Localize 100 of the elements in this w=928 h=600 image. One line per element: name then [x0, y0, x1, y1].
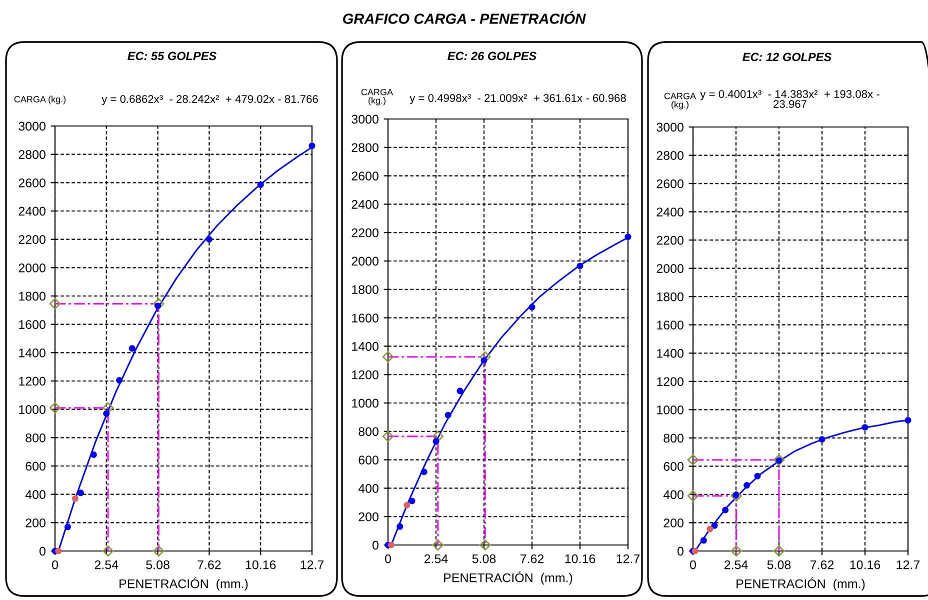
point	[700, 537, 707, 544]
point	[64, 524, 72, 530]
y-tick-label: 1200	[657, 377, 684, 386]
point	[862, 424, 868, 431]
point	[103, 410, 110, 417]
x-tick-label: 12.7	[616, 554, 640, 564]
y-tick-label: 1600	[19, 320, 46, 329]
y-tick-label: 2000	[18, 263, 46, 272]
y-tick-label: 1400	[352, 342, 378, 351]
y-tick-label: 400	[358, 484, 378, 493]
x-tick-label: 0	[690, 560, 696, 570]
point	[420, 468, 428, 476]
point	[711, 522, 718, 529]
y-tick-label: 200	[358, 512, 378, 522]
point	[77, 490, 84, 496]
y-tick-label: 0	[372, 540, 378, 550]
y-tick-label: 200	[26, 518, 46, 528]
point	[456, 388, 464, 394]
y-tick-label: 3000	[18, 122, 46, 131]
y-tick-label: 0	[40, 546, 46, 556]
y-tick-label: 1400	[19, 348, 46, 358]
y-tick-label: 800	[664, 434, 684, 443]
point	[528, 304, 536, 310]
y-axis-title: CARGA (kg.)	[361, 88, 394, 106]
point	[444, 412, 452, 418]
y-tick-label: 1000	[352, 398, 378, 408]
x-tick-label: 0	[52, 560, 58, 570]
x-tick-label: 2.54	[94, 560, 118, 570]
y-tick-label: 2800	[656, 151, 684, 160]
x-tick-label: 5.08	[146, 560, 170, 570]
point	[72, 495, 78, 502]
point	[432, 438, 440, 445]
y-tick-label: 1000	[657, 405, 684, 414]
y-tick-label: 800	[26, 433, 46, 442]
x-tick-label: 7.62	[810, 560, 834, 570]
x-tick-label: 12.7	[300, 560, 324, 570]
point	[206, 236, 212, 243]
y-tick-label: 200	[664, 518, 684, 528]
y-tick-label: 0	[678, 546, 684, 556]
y-tick-label: 2600	[352, 172, 378, 180]
y-tick-label: 2400	[656, 208, 684, 216]
y-tick-label: 600	[26, 462, 46, 471]
y-tick-label: 2400	[18, 206, 46, 216]
y-tick-label: 3000	[352, 114, 378, 124]
text: y = 0.4998x³ - 21.009x² + 361.61x - 60.968	[410, 94, 626, 104]
y-tick-label: 2000	[352, 256, 378, 266]
y-tick-label: 1800	[657, 292, 684, 302]
y-tick-label: 2600	[656, 179, 684, 188]
point	[90, 451, 97, 458]
x-tick-label: 2.54	[424, 554, 448, 564]
y-tick-label: 600	[358, 456, 378, 464]
x-axis-title: PENETRACIÓN (mm.)	[444, 571, 572, 585]
x-tick-label: 10.16	[565, 554, 596, 564]
point	[744, 482, 750, 489]
y-tick-label: 2200	[656, 236, 684, 245]
x-tick-label: 7.62	[198, 560, 221, 570]
text: y = 0.6862x³ - 28.242x² + 479.02x - 81.766	[102, 95, 318, 106]
point	[408, 498, 416, 504]
y-tick-label: 1800	[352, 285, 378, 294]
y-tick-label: 600	[664, 462, 684, 471]
y-tick-label: 2200	[352, 228, 378, 238]
point	[480, 357, 488, 364]
y-tick-label: 2600	[18, 178, 46, 188]
chart-title: EC: 26 GOLPES	[448, 52, 536, 60]
y-tick-label: 1800	[19, 292, 46, 301]
x-tick-label: 0	[385, 554, 391, 564]
y-axis-title: CARGA (kg.)	[14, 96, 66, 104]
y-tick-label: 1200	[352, 370, 378, 380]
point	[904, 417, 912, 424]
point	[257, 182, 264, 188]
x-tick-label: 5.08	[767, 560, 791, 570]
y-tick-label: 400	[663, 490, 684, 500]
text: y = 0.4001x³ - 14.383x² + 193.08x - 23.967	[700, 90, 880, 108]
y-tick-label: 1000	[19, 405, 46, 414]
point	[706, 526, 714, 532]
point	[754, 472, 761, 480]
y-tick-label: 400	[25, 490, 46, 499]
y-tick-label: 2800	[18, 150, 46, 159]
y-tick-label: 1600	[352, 314, 378, 322]
y-tick-label: 2200	[18, 235, 46, 244]
x-axis-title: PENETRACIÓN (mm.)	[736, 577, 865, 591]
point	[576, 262, 584, 270]
point	[624, 234, 632, 240]
y-tick-label: 3000	[656, 122, 684, 132]
point	[396, 523, 404, 530]
chart-title: EC: 12 GOLPES	[742, 52, 832, 62]
point	[308, 142, 316, 150]
x-tick-label: 2.54	[724, 560, 748, 570]
x-tick-label: 10.16	[246, 560, 276, 570]
x-tick-label: 10.16	[850, 560, 880, 570]
y-tick-label: 2800	[352, 143, 378, 152]
y-tick-label: 1200	[19, 376, 46, 386]
x-axis-title: PENETRACIÓN (mm.)	[120, 577, 248, 591]
y-axis-title: CARGA (kg.)	[664, 92, 696, 110]
x-tick-label: 5.08	[472, 554, 496, 564]
y-tick-label: 2400	[352, 200, 378, 209]
chart-title: EC: 55 GOLPES	[128, 52, 216, 60]
x-tick-label: 12.7	[896, 560, 920, 570]
point	[818, 436, 826, 443]
point	[128, 345, 136, 352]
